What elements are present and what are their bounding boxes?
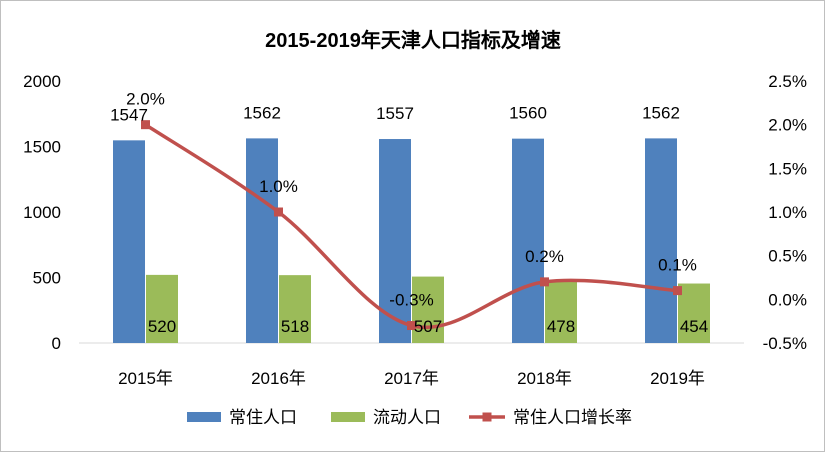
growth-rate-marker: [141, 120, 150, 130]
data-label-resident: 1562: [642, 103, 680, 122]
data-label-growth-rate: 1.0%: [259, 177, 298, 196]
x-tick-label: 2019年: [650, 369, 705, 388]
x-tick-label: 2018年: [517, 369, 572, 388]
data-label-floating: 507: [414, 317, 442, 336]
data-label-growth-rate: 2.0%: [126, 90, 165, 109]
bar-resident-population: [246, 138, 278, 343]
legend-swatch: [187, 412, 221, 422]
y-right-tick-label: 2.5%: [768, 72, 807, 91]
bar-resident-population: [512, 138, 544, 343]
x-tick-label: 2016年: [251, 369, 306, 388]
growth-line-layer: [141, 120, 682, 331]
growth-rate-marker: [673, 286, 682, 296]
growth-rate-marker: [274, 207, 283, 217]
x-tick-label: 2015年: [118, 369, 173, 388]
y-right-tick-label: 0.5%: [768, 247, 807, 266]
growth-rate-marker: [407, 321, 416, 331]
chart-title: 2015-2019年天津人口指标及增速: [265, 28, 561, 52]
bar-resident-population: [113, 140, 145, 343]
legend-label: 常住人口增长率: [513, 408, 632, 427]
bar-floating-population: [545, 280, 577, 343]
y-right-tick-label: 1.0%: [768, 203, 807, 222]
data-label-floating: 518: [281, 317, 309, 336]
bar-floating-population: [678, 283, 710, 343]
growth-rate-marker: [540, 277, 549, 287]
data-label-resident: 1557: [376, 104, 414, 123]
legend-swatch: [331, 412, 365, 422]
x-tick-label: 2017年: [384, 369, 439, 388]
y-left-tick-label: 0: [52, 334, 61, 353]
data-label-growth-rate: 0.2%: [525, 247, 564, 266]
y-right-tick-label: -0.5%: [763, 334, 807, 353]
data-label-resident: 1560: [509, 104, 547, 123]
bar-floating-population: [279, 275, 311, 343]
data-label-resident: 1562: [243, 103, 281, 122]
bars: [113, 138, 710, 343]
y-left-tick-label: 500: [33, 269, 61, 288]
data-label-floating: 454: [680, 317, 708, 336]
y-right-tick-label: 2.0%: [768, 116, 807, 135]
legend-label: 常住人口: [229, 408, 297, 427]
y-left-tick-label: 2000: [23, 72, 61, 91]
data-label-resident: 1547: [110, 105, 148, 124]
data-label-growth-rate: -0.3%: [389, 291, 433, 310]
y-right-tick-label: 0.0%: [768, 290, 807, 309]
bar-floating-population: [412, 276, 444, 343]
data-label-floating: 478: [547, 317, 575, 336]
data-label-growth-rate: 0.1%: [658, 256, 697, 275]
bar-resident-population: [645, 138, 677, 343]
legend-label: 流动人口: [373, 408, 441, 427]
data-labels: 1547 520 1562 518 1557 507 1560 478 1562 454 2.0% 1…: [110, 90, 708, 336]
y-left-tick-label: 1000: [23, 203, 61, 222]
y-right-tick-label: 1.5%: [768, 159, 807, 178]
bar-floating-population: [146, 274, 178, 343]
y-left-tick-label: 1500: [23, 138, 61, 157]
bar-resident-population: [379, 139, 411, 343]
legend-swatch-marker: [482, 412, 492, 422]
legend: 常住人口 流动人口 常住人口增长率: [187, 408, 632, 427]
data-label-floating: 520: [148, 317, 176, 336]
axes: 0 500 1000 1500 2000 -0.5% 0.0% 0.5% 1.0% 1.5% 2.0…: [23, 72, 807, 388]
